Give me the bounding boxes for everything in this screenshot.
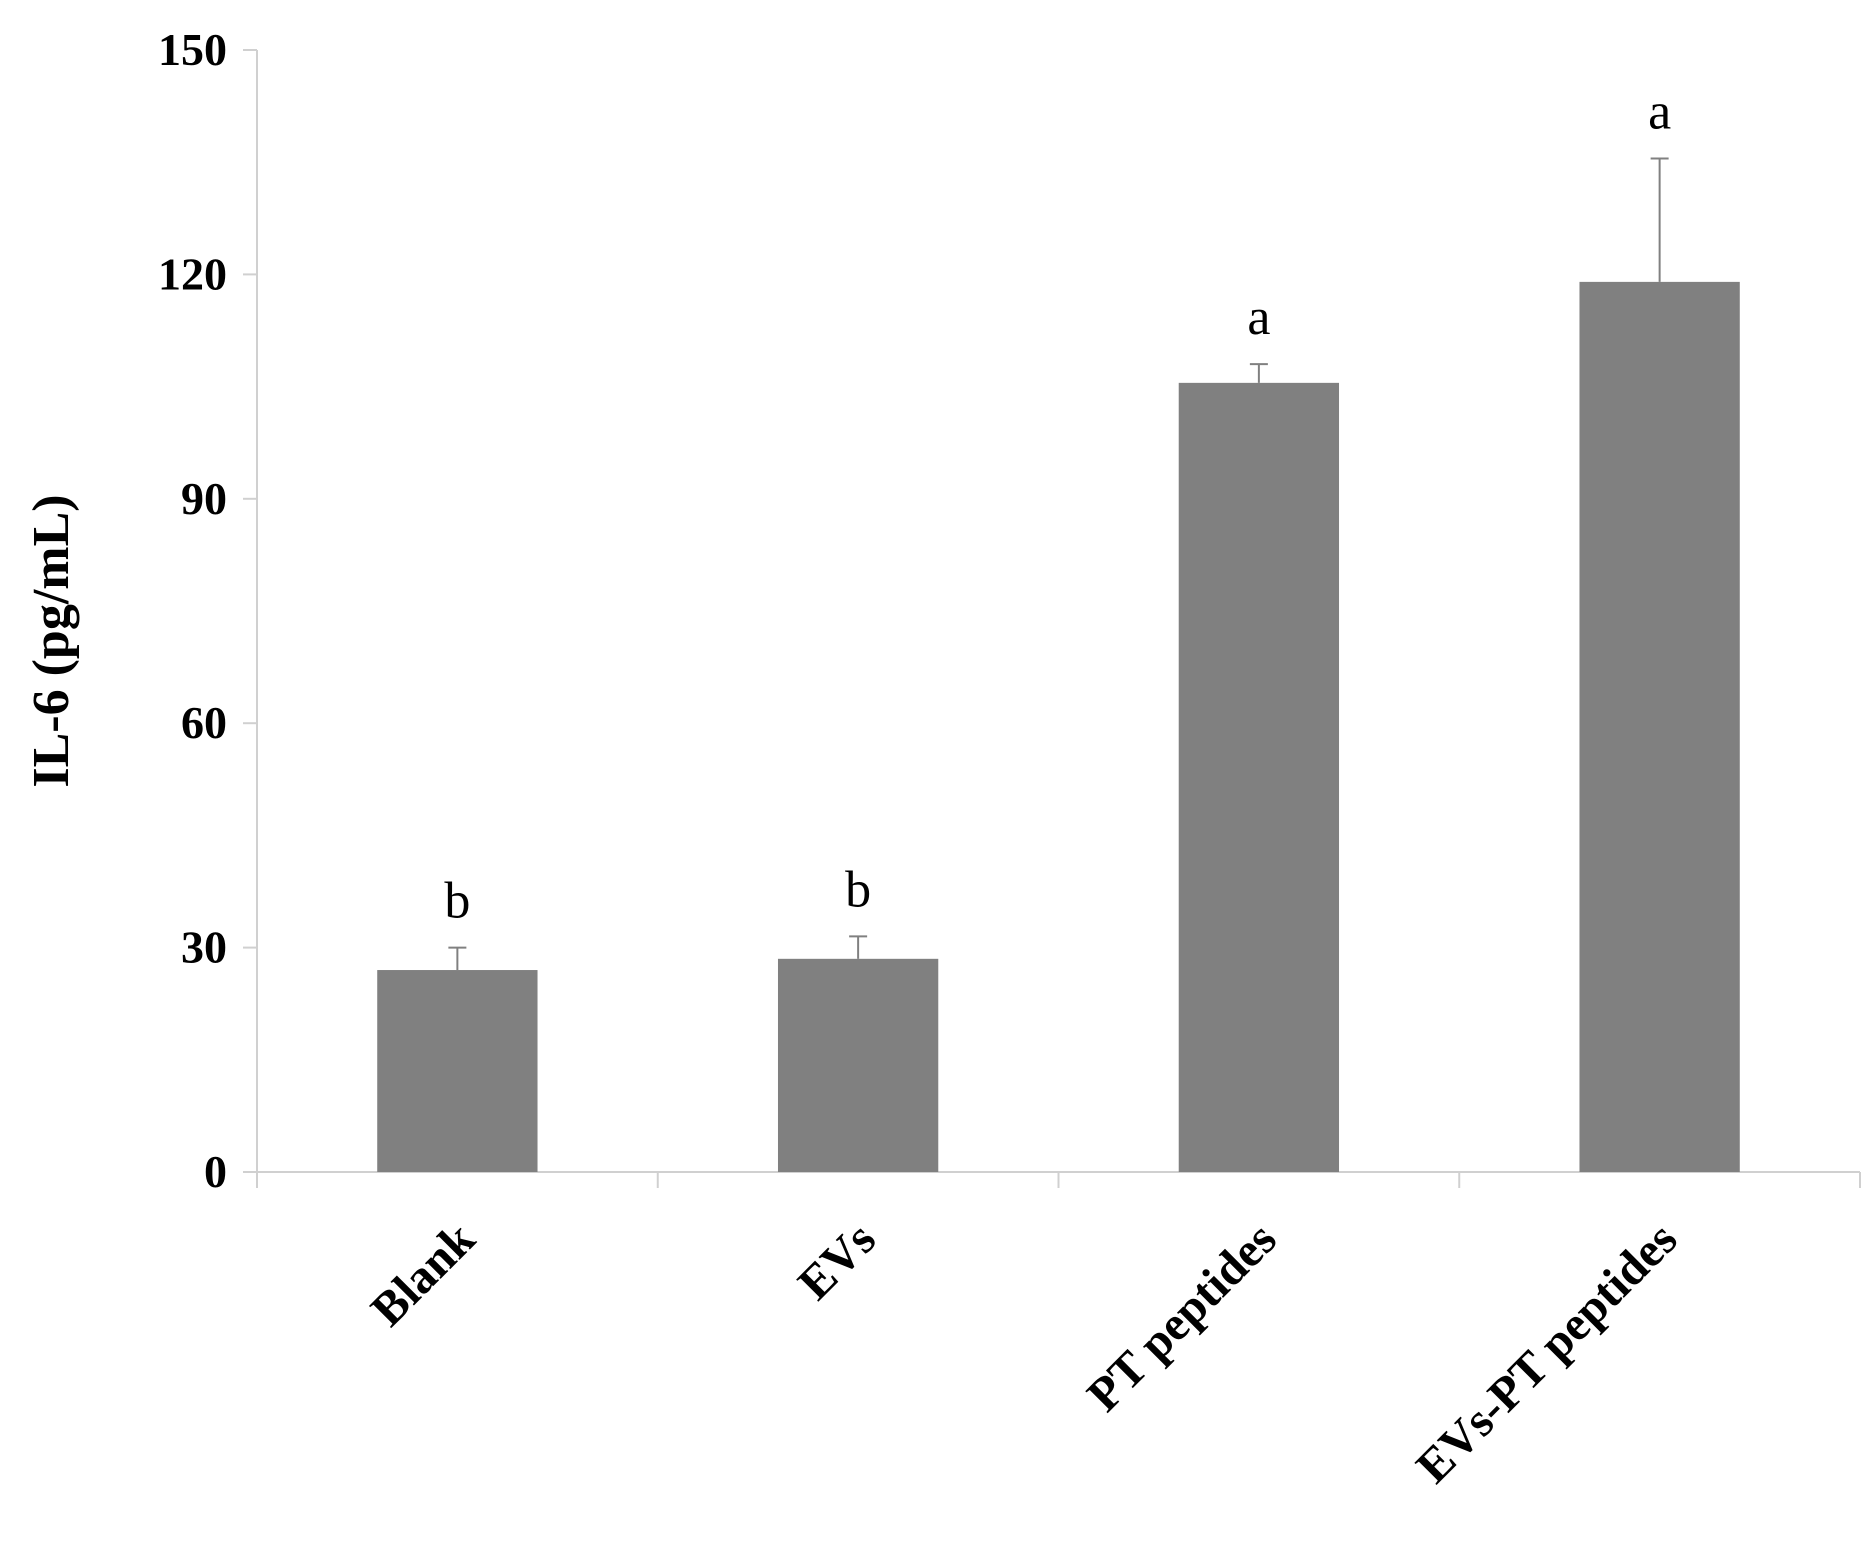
significance-letter: b (845, 861, 871, 918)
significance-letter: a (1247, 289, 1270, 346)
bar (1178, 382, 1340, 1172)
x-tick-label: Blank (361, 1212, 485, 1336)
bar (377, 970, 538, 1172)
x-tick-label: PT peptides (1077, 1212, 1286, 1421)
y-tick-label: 90 (181, 473, 227, 524)
y-tick-label: 30 (181, 922, 227, 973)
y-tick-label: 120 (158, 248, 227, 299)
bars (377, 281, 1740, 1172)
bar (1579, 281, 1740, 1172)
significance-letter: b (444, 873, 470, 930)
significance-letter: a (1648, 83, 1671, 140)
y-tick-label: 0 (204, 1146, 227, 1197)
y-tick-label: 60 (181, 697, 227, 748)
error-bars (448, 157, 1669, 971)
x-tick-label: EVs-PT peptides (1406, 1212, 1687, 1493)
y-tick-label: 150 (158, 24, 227, 75)
y-axis-title: IL-6 (pg/mL) (23, 494, 80, 787)
x-tick-label: EVs (788, 1212, 886, 1310)
bar (777, 958, 939, 1172)
labels: 0 30 60 90 120 150 b Blank b EVs a PT peptides a EVs-… (158, 24, 1687, 1493)
